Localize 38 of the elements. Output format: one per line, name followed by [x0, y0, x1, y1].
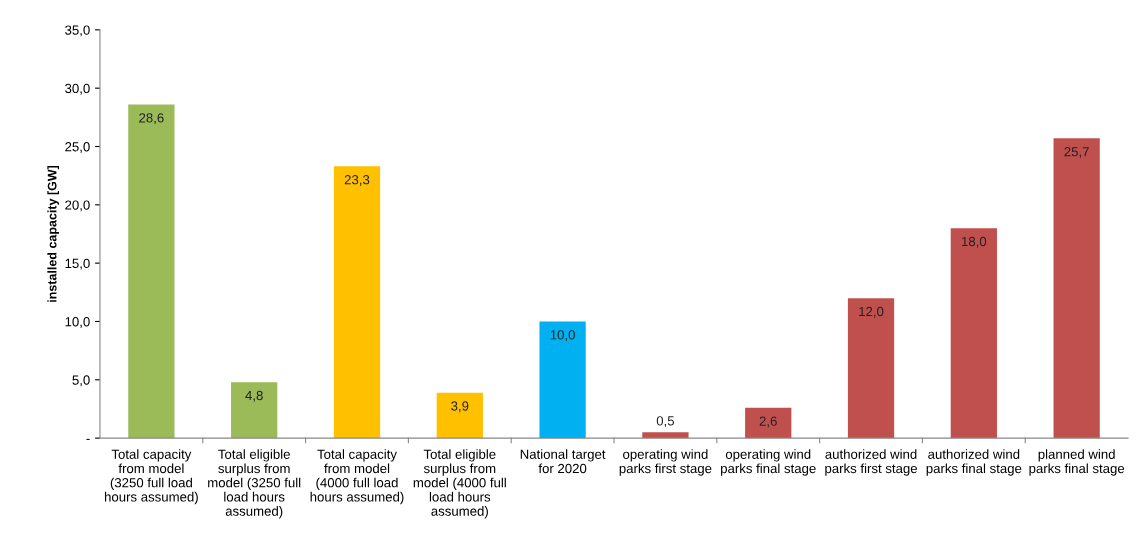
data-label: 3,9 [451, 401, 469, 413]
y-tick-label: 30,0 [65, 83, 90, 95]
bar [847, 298, 895, 439]
y-tick-label: 35,0 [65, 25, 90, 37]
bar [333, 166, 381, 439]
y-tick-label: 25,0 [65, 142, 90, 153]
data-label: 2,6 [759, 416, 777, 428]
y-tick-label: 15,0 [65, 258, 90, 270]
x-tick-label: operating wind parks final stage [721, 449, 816, 476]
data-label: 25,7 [1064, 147, 1089, 158]
bar [539, 321, 586, 439]
x-tick-label: Total eligible surplus from model (3250 full load hours assumed) [208, 449, 301, 519]
x-tick-label: Total capacity from model (3250 full load hours assumed) [104, 449, 198, 505]
x-tick-label: planned wind parks final stage [1029, 449, 1125, 476]
x-tick-label: Total eligible surplus from model (4000 full load hours assumed) [413, 449, 506, 519]
data-label: 12,0 [859, 306, 884, 318]
y-axis-title: installed capacity [GW] [47, 165, 60, 302]
data-label: 28,6 [139, 113, 164, 125]
data-label: 10,0 [550, 330, 575, 342]
data-label: 18,0 [962, 236, 987, 248]
data-label: 0,5 [656, 416, 675, 428]
y-tick-label: 5,0 [72, 375, 90, 387]
x-tick-label: authorized wind parks first stage [825, 449, 918, 476]
bar [231, 382, 278, 439]
y-tick-label: 20,0 [65, 200, 90, 212]
bar [128, 104, 175, 439]
x-tick-label: National target for 2020 [520, 449, 606, 474]
x-tick-label: operating wind parks first stage [619, 449, 712, 476]
x-tick-label: authorized wind parks final stage [926, 449, 1022, 476]
data-label: 4,8 [245, 390, 263, 402]
bar [1053, 138, 1100, 439]
bar [950, 228, 997, 439]
y-tick-label: 10,0 [65, 317, 90, 328]
bar [745, 407, 792, 439]
x-tick-label: Total capacity from model (4000 full load hours assumed) [310, 449, 404, 505]
data-label: 23,3 [344, 175, 370, 186]
y-tick-label: - [86, 438, 90, 440]
bar [436, 392, 483, 439]
